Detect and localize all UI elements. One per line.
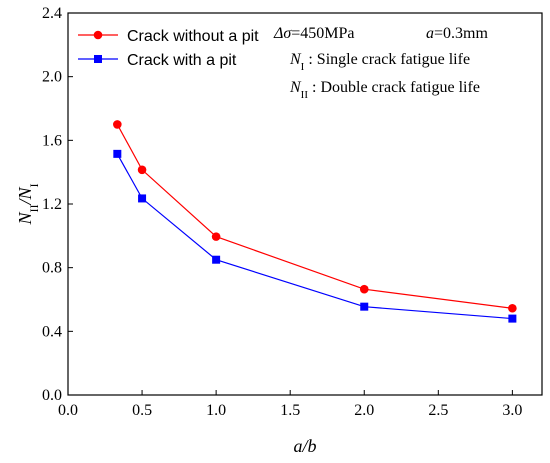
x-axis-label: a/b [293, 436, 316, 456]
x-tick-label: 3.0 [502, 402, 522, 419]
y-tick-label: 0.4 [42, 323, 62, 340]
y-tick-label: 1.6 [42, 132, 62, 149]
data-point-0-2 [211, 232, 221, 241]
legend-marker-with-pit [94, 55, 102, 63]
legend-marker-without-pit [93, 30, 103, 40]
legend-label-with-pit: Crack with a pit [127, 52, 237, 69]
data-point-1-3 [360, 302, 369, 311]
data-point-0-3 [359, 284, 369, 294]
y-axis-label: NII/NI [15, 183, 41, 225]
data-point-0-4 [508, 303, 517, 313]
data-point-0-0 [113, 120, 122, 129]
x-tick-label: 0.5 [132, 402, 152, 419]
y-tick-label: 0.8 [42, 260, 62, 277]
series-markers [113, 120, 517, 323]
annotation-n2: NII : Double crack fatigue life [289, 79, 480, 101]
x-tick-label: 2.0 [354, 402, 374, 419]
annotation-n1: NI : Single crack fatigue life [289, 51, 470, 73]
data-point-1-1 [138, 194, 147, 203]
legend-entry-with-pit: Crack with a pit [78, 52, 237, 69]
series-line-0 [116, 124, 513, 309]
y-tick-label: 1.2 [42, 196, 62, 213]
x-tick-label: 2.5 [428, 402, 448, 419]
annotation-crack-depth: a=0.3mm [426, 25, 488, 42]
y-tick-label: 0.0 [42, 387, 62, 404]
x-tick-label: 1.5 [280, 402, 300, 419]
series-line-1 [116, 153, 513, 320]
x-tick-label: 0.0 [58, 402, 78, 419]
series-lines [116, 124, 513, 320]
y-axis-ticks: 0.0 0.4 0.8 1.2 1.6 2.0 2.4 [42, 5, 73, 404]
legend-label-without-pit: Crack without a pit [127, 28, 259, 45]
x-axis-ticks: 0.0 0.5 1.0 1.5 2.0 2.5 3.0 [58, 390, 522, 419]
y-tick-label: 2.0 [42, 69, 62, 86]
y-tick-label: 2.4 [42, 5, 62, 22]
legend: Crack without a pit Crack with a pit [78, 28, 259, 69]
annotation-stress: Δσ=450MPa [273, 25, 355, 42]
legend-entry-without-pit: Crack without a pit [78, 28, 259, 45]
x-tick-label: 1.0 [206, 402, 226, 419]
data-point-1-2 [212, 255, 221, 264]
data-point-1-4 [508, 314, 517, 323]
data-point-0-1 [137, 165, 147, 175]
plot-frame [67, 12, 543, 396]
data-point-1-0 [113, 149, 122, 158]
